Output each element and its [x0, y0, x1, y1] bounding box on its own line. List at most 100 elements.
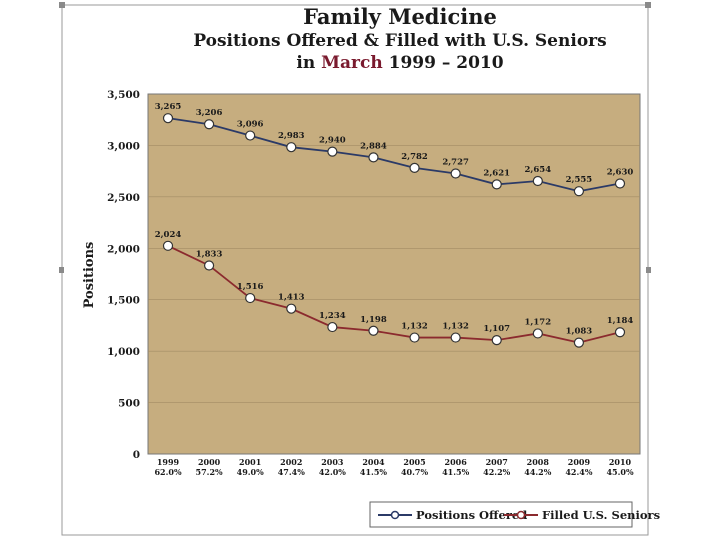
filled-point [162, 240, 174, 251]
x-tick-percent: 45.0% [606, 467, 633, 477]
offered-data-label: 2,555 [566, 175, 593, 185]
offered-data-label: 3,206 [196, 108, 223, 118]
offered-point [327, 146, 338, 157]
x-tick-percent: 47.4% [278, 467, 305, 477]
x-tick-label: 2001 [239, 457, 261, 467]
y-tick-label: 2,500 [107, 192, 140, 204]
title-accent: March [321, 53, 383, 73]
filled-point [573, 337, 585, 348]
filled-point [450, 332, 461, 343]
title-suffix: 1999 – 2010 [388, 53, 504, 73]
legend: Positions Offered Filled U.S. Seniors [369, 501, 660, 528]
title-line-2: Positions Offered & Filled with U.S. Sen… [193, 31, 607, 51]
series: 3,265 3,206 3,096 2,983 2,940 2,884 2,782 2,727… [155, 102, 634, 348]
filled-data-label: 1,516 [237, 282, 264, 292]
x-tick-label: 2007 [486, 457, 508, 467]
x-tick-percent: 41.5% [360, 467, 387, 477]
filled-data-label: 1,198 [360, 315, 387, 325]
legend-offered-marker [390, 510, 400, 520]
offered-point [368, 152, 379, 163]
offered-point [573, 186, 585, 197]
legend-offered-label: Positions Offered [416, 508, 527, 522]
filled-data-label: 1,413 [278, 293, 305, 303]
offered-point [450, 168, 461, 179]
filled-data-label: 1,083 [566, 327, 593, 337]
offered-data-label: 2,654 [525, 165, 552, 175]
offered-data-label: 2,630 [607, 167, 634, 177]
chart-title: Family Medicine Positions Offered & Fill… [150, 4, 650, 74]
resize-handle[interactable] [646, 267, 651, 273]
y-tick-label: 2,000 [107, 243, 140, 255]
plot-area [147, 93, 641, 455]
x-tick-percent: 49.0% [237, 467, 264, 477]
x-tick-label: 2000 [198, 457, 221, 467]
y-tick-label: 3,500 [107, 89, 140, 101]
offered-series-line [167, 117, 621, 193]
filled-point [491, 335, 502, 346]
filled-point [614, 327, 626, 338]
y-tick-label: 1,500 [107, 295, 140, 307]
x-tick-label: 2003 [321, 457, 344, 467]
offered-point [532, 175, 543, 187]
x-tick-label: 1999 [157, 457, 180, 467]
x-tick-percent: 40.7% [401, 467, 428, 477]
filled-point [245, 292, 256, 304]
offered-data-label: 2,782 [401, 152, 428, 162]
y-tick-label: 500 [118, 398, 140, 410]
legend-filled-label: Filled U.S. Seniors [542, 508, 660, 522]
filled-data-label: 2,024 [155, 230, 182, 240]
x-tick-label: 2008 [527, 457, 550, 467]
filled-data-label: 1,172 [525, 317, 552, 327]
filled-data-label: 1,107 [483, 324, 510, 334]
filled-series-line [167, 245, 621, 344]
title-line-3: in March 1999 – 2010 [150, 52, 650, 74]
filled-data-label: 1,132 [442, 322, 469, 332]
filled-data-label: 1,132 [401, 322, 428, 332]
title-line-1: Family Medicine [303, 4, 497, 29]
offered-data-label: 2,940 [319, 136, 346, 146]
resize-handle[interactable] [645, 2, 651, 8]
filled-data-label: 1,184 [607, 316, 634, 326]
x-tick-percent: 42.4% [565, 467, 592, 477]
legend-box [369, 501, 633, 528]
y-tick-label: 0 [133, 449, 140, 461]
offered-point [614, 178, 626, 189]
offered-point [286, 142, 297, 153]
offered-point [409, 162, 420, 173]
x-tick-percent: 41.5% [442, 467, 469, 477]
filled-point [203, 260, 215, 271]
filled-point [286, 303, 297, 314]
offered-point [203, 119, 215, 130]
offered-point [245, 130, 256, 141]
x-tick-percent: 44.2% [524, 467, 551, 477]
x-tick-percent: 42.0% [319, 467, 346, 477]
x-tick-percent: 57.2% [196, 467, 223, 477]
offered-point [491, 179, 502, 190]
resize-handle[interactable] [59, 2, 65, 8]
y-axis-label: Positions [82, 242, 97, 309]
x-tick-label: 2004 [362, 457, 385, 467]
x-tick-percent: 62.0% [154, 467, 181, 477]
offered-data-label: 2,983 [278, 131, 305, 141]
x-tick-label: 2010 [609, 457, 632, 467]
filled-point [327, 321, 338, 333]
offered-data-label: 2,727 [442, 158, 469, 168]
filled-point [368, 325, 379, 336]
filled-point [532, 328, 543, 339]
title-prefix: in [296, 53, 316, 73]
resize-handle[interactable] [59, 267, 64, 273]
x-tick-percent: 42.2% [483, 467, 510, 477]
offered-data-label: 3,096 [237, 120, 264, 130]
filled-point [409, 332, 420, 343]
x-tick-label: 2009 [568, 457, 591, 467]
offered-data-label: 2,884 [360, 141, 387, 151]
filled-data-label: 1,234 [319, 311, 346, 321]
filled-data-label: 1,833 [196, 249, 223, 259]
gridlines [148, 145, 640, 403]
y-axis: 0 500 1,000 1,500 2,000 2,500 3,000 3,500 [107, 89, 140, 461]
x-tick-label: 2005 [403, 457, 425, 467]
offered-data-label: 2,621 [483, 168, 510, 178]
offered-data-label: 3,265 [155, 102, 182, 112]
